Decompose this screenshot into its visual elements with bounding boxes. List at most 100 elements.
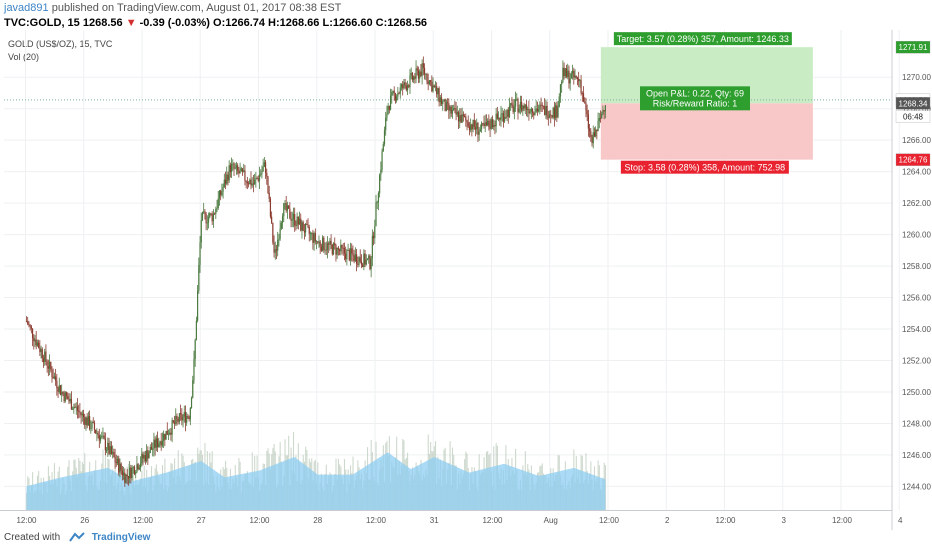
symbol-info: TVC:GOLD, 15 1268.56 ▼ -0.39 (-0.03%) O:… bbox=[4, 17, 427, 30]
candle-body bbox=[334, 243, 336, 246]
stop-price-badge-bg bbox=[895, 153, 931, 166]
candle-body bbox=[510, 103, 512, 106]
candle-body bbox=[483, 123, 485, 126]
tradingview-brand[interactable]: TradingView bbox=[91, 532, 151, 543]
candle-body bbox=[428, 80, 430, 85]
x-tick-label: 12:00 bbox=[482, 516, 503, 525]
candle-body bbox=[596, 129, 598, 132]
candle-body bbox=[132, 467, 134, 469]
candle-body bbox=[550, 114, 552, 116]
candle-body bbox=[315, 241, 318, 243]
candle-body bbox=[78, 410, 80, 412]
candle-body bbox=[79, 411, 81, 413]
candle-body bbox=[536, 108, 539, 112]
candle-body bbox=[553, 107, 555, 118]
candle-body bbox=[425, 73, 427, 75]
candle-body bbox=[575, 75, 577, 78]
candle-body bbox=[184, 412, 187, 423]
last-price: 1268.56 bbox=[82, 17, 123, 29]
candle-body bbox=[291, 219, 293, 221]
candle-body bbox=[399, 87, 401, 94]
candle-body bbox=[172, 420, 174, 423]
candle-body bbox=[298, 218, 301, 225]
candle-body bbox=[392, 90, 394, 92]
candle-body bbox=[420, 71, 422, 76]
candle-body bbox=[382, 144, 384, 152]
candle-body bbox=[456, 112, 458, 115]
candle-body bbox=[422, 63, 424, 68]
candle-body bbox=[603, 110, 605, 112]
candle-body bbox=[59, 385, 62, 395]
candle-body bbox=[495, 113, 497, 127]
candle-body bbox=[99, 436, 102, 441]
candle-body bbox=[578, 78, 580, 82]
candle-body bbox=[109, 446, 111, 454]
entry-price-badge-text: 1268.34 bbox=[899, 99, 928, 108]
legend-symbol[interactable]: GOLD (US$/OZ), 15, TVC bbox=[8, 39, 113, 49]
candle-body bbox=[84, 417, 86, 425]
stop-label-bg bbox=[620, 160, 789, 174]
candle-body bbox=[63, 393, 65, 402]
candle-body bbox=[80, 412, 82, 416]
author-link[interactable]: javad891 bbox=[4, 2, 49, 14]
candle-body bbox=[602, 110, 604, 114]
candle-body bbox=[235, 165, 238, 168]
candle-body bbox=[165, 430, 167, 440]
candle-body bbox=[72, 409, 74, 410]
candle-body bbox=[47, 366, 49, 369]
candle-body bbox=[199, 242, 201, 266]
candle-body bbox=[559, 84, 562, 97]
candle-body bbox=[95, 429, 97, 434]
candle-body bbox=[330, 240, 332, 245]
candle-body bbox=[232, 163, 234, 165]
candle-body bbox=[113, 451, 115, 457]
candle-body bbox=[39, 347, 41, 352]
candle-body bbox=[229, 165, 231, 173]
pnl-box-bg bbox=[640, 86, 750, 111]
candle-body bbox=[129, 467, 131, 479]
candle-body bbox=[300, 218, 302, 231]
candle-body bbox=[91, 422, 93, 429]
candle-body bbox=[150, 447, 153, 450]
candle-body bbox=[107, 442, 109, 451]
candle-body bbox=[277, 239, 279, 251]
candle-body bbox=[341, 244, 343, 248]
price-change: -0.39 (-0.03%) bbox=[139, 17, 210, 29]
candle-body bbox=[313, 233, 315, 243]
candle-body bbox=[255, 178, 257, 180]
candle-body bbox=[444, 99, 446, 111]
candle-body bbox=[166, 430, 168, 435]
legend-volume[interactable]: Vol (20) bbox=[8, 52, 40, 62]
candle-body bbox=[557, 107, 559, 118]
candle-body bbox=[409, 75, 411, 88]
candle-body bbox=[522, 105, 524, 111]
candle-body bbox=[104, 438, 106, 451]
candle-body bbox=[598, 118, 600, 122]
candle-body bbox=[53, 376, 56, 379]
x-tick-label: 31 bbox=[430, 516, 439, 525]
candle-body bbox=[272, 222, 274, 243]
price-chart[interactable]: Target: 3.57 (0.28%) 357, Amount: 1246.3… bbox=[0, 30, 932, 530]
candle-body bbox=[115, 462, 117, 464]
x-tick-label: 28 bbox=[313, 516, 322, 525]
candle-body bbox=[415, 68, 417, 79]
candle-body bbox=[302, 222, 304, 231]
candle-body bbox=[284, 203, 286, 205]
candle-body bbox=[289, 208, 291, 219]
candle-body bbox=[142, 453, 144, 459]
candle-body bbox=[68, 399, 70, 402]
candle-body bbox=[386, 113, 388, 118]
candle-body bbox=[364, 253, 366, 265]
candle-body bbox=[514, 99, 517, 107]
countdown-badge-text: 06:48 bbox=[903, 113, 924, 122]
target-price-badge: 1271.91 bbox=[895, 41, 931, 54]
candle-body bbox=[433, 85, 435, 88]
y-tick-label: 1266.00 bbox=[902, 136, 931, 145]
candle-body bbox=[337, 247, 339, 250]
entry-price-badge: 1268.34 bbox=[895, 97, 931, 110]
candle-body bbox=[541, 105, 543, 106]
candle-body bbox=[423, 67, 426, 75]
candle-body bbox=[403, 82, 405, 89]
candle-body bbox=[187, 416, 189, 417]
candle-body bbox=[408, 85, 410, 88]
